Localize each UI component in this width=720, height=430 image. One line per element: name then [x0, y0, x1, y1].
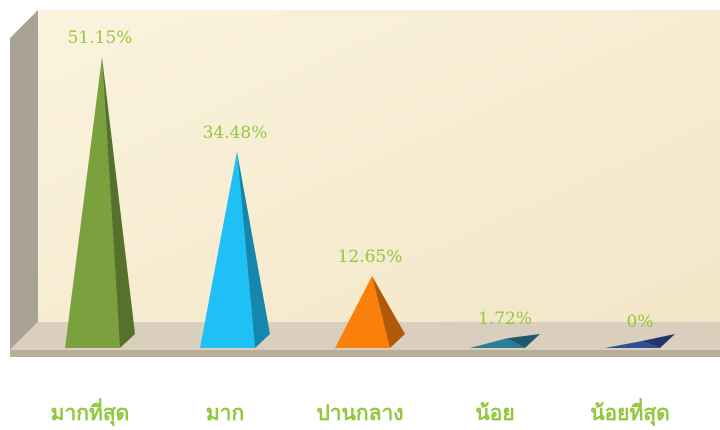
category-label-2: มาก — [206, 400, 244, 425]
bar-side-face — [102, 56, 135, 348]
chart-back-wall — [38, 10, 720, 322]
bar-1 — [65, 56, 135, 348]
bar-front-face — [65, 56, 120, 348]
bar-5 — [605, 334, 675, 348]
data-label-5: 0% — [627, 312, 654, 332]
category-label-5: น้อยที่สุด — [590, 397, 670, 427]
data-label-4: 1.72% — [478, 309, 532, 329]
chart-left-wall — [10, 10, 38, 350]
category-label-3: ปานกลาง — [316, 400, 403, 425]
bar-side-face — [372, 276, 405, 348]
bar-3 — [335, 276, 405, 348]
bar-2 — [200, 151, 270, 348]
bar-side-face — [507, 334, 540, 348]
bar-front-face — [335, 276, 390, 348]
bar-front-face — [200, 151, 255, 348]
category-label-1: มากที่สุด — [51, 397, 130, 427]
bar-front-face — [470, 338, 525, 348]
chart-floor-edge — [10, 350, 720, 357]
data-label-1: 51.15% — [68, 28, 133, 48]
data-label-2: 34.48% — [203, 123, 268, 143]
bar-side-face — [237, 151, 270, 348]
bar-side-face — [642, 334, 675, 348]
data-label-3: 12.65% — [338, 247, 403, 267]
bar-4 — [470, 334, 540, 348]
category-label-4: น้อย — [475, 400, 514, 425]
bar-front-face — [605, 341, 660, 348]
